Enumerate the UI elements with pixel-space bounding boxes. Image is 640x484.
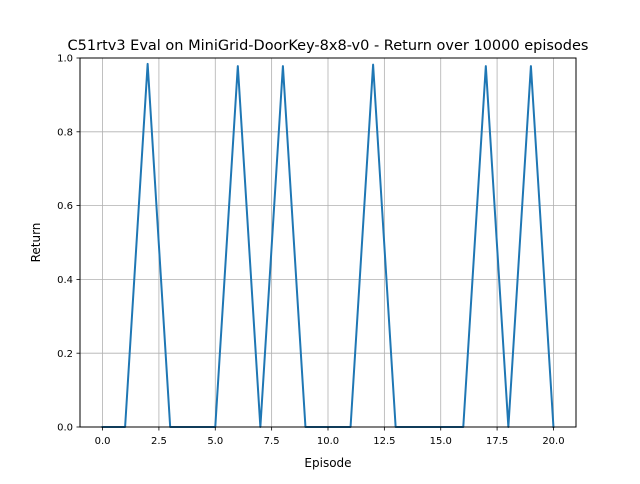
y-tick-label: 0.2 bbox=[57, 349, 73, 360]
x-axis-label: Episode bbox=[304, 456, 351, 470]
y-tick-label: 0.0 bbox=[57, 423, 73, 434]
x-tick-label: 5.0 bbox=[207, 436, 223, 447]
y-axis-label: Return bbox=[29, 223, 43, 263]
x-tick-label: 15.0 bbox=[430, 436, 452, 447]
y-tick-label: 0.6 bbox=[57, 201, 73, 212]
y-tick-label: 0.4 bbox=[57, 275, 73, 286]
x-axis: 0.0 2.5 5.0 7.5 10.0 12.5 15.0 17.5 20.0 bbox=[95, 427, 565, 447]
y-tick-label: 1.0 bbox=[57, 54, 73, 65]
y-axis: 0.0 0.2 0.4 0.6 0.8 1.0 bbox=[57, 54, 80, 434]
x-tick-label: 20.0 bbox=[542, 436, 564, 447]
x-tick-label: 10.0 bbox=[317, 436, 339, 447]
x-tick-label: 12.5 bbox=[373, 436, 395, 447]
chart-title: C51rtv3 Eval on MiniGrid-DoorKey-8x8-v0 … bbox=[68, 38, 589, 54]
x-tick-label: 2.5 bbox=[151, 436, 167, 447]
x-tick-label: 7.5 bbox=[264, 436, 280, 447]
x-tick-label: 0.0 bbox=[95, 436, 111, 447]
x-tick-label: 17.5 bbox=[486, 436, 508, 447]
y-tick-label: 0.8 bbox=[57, 127, 73, 138]
